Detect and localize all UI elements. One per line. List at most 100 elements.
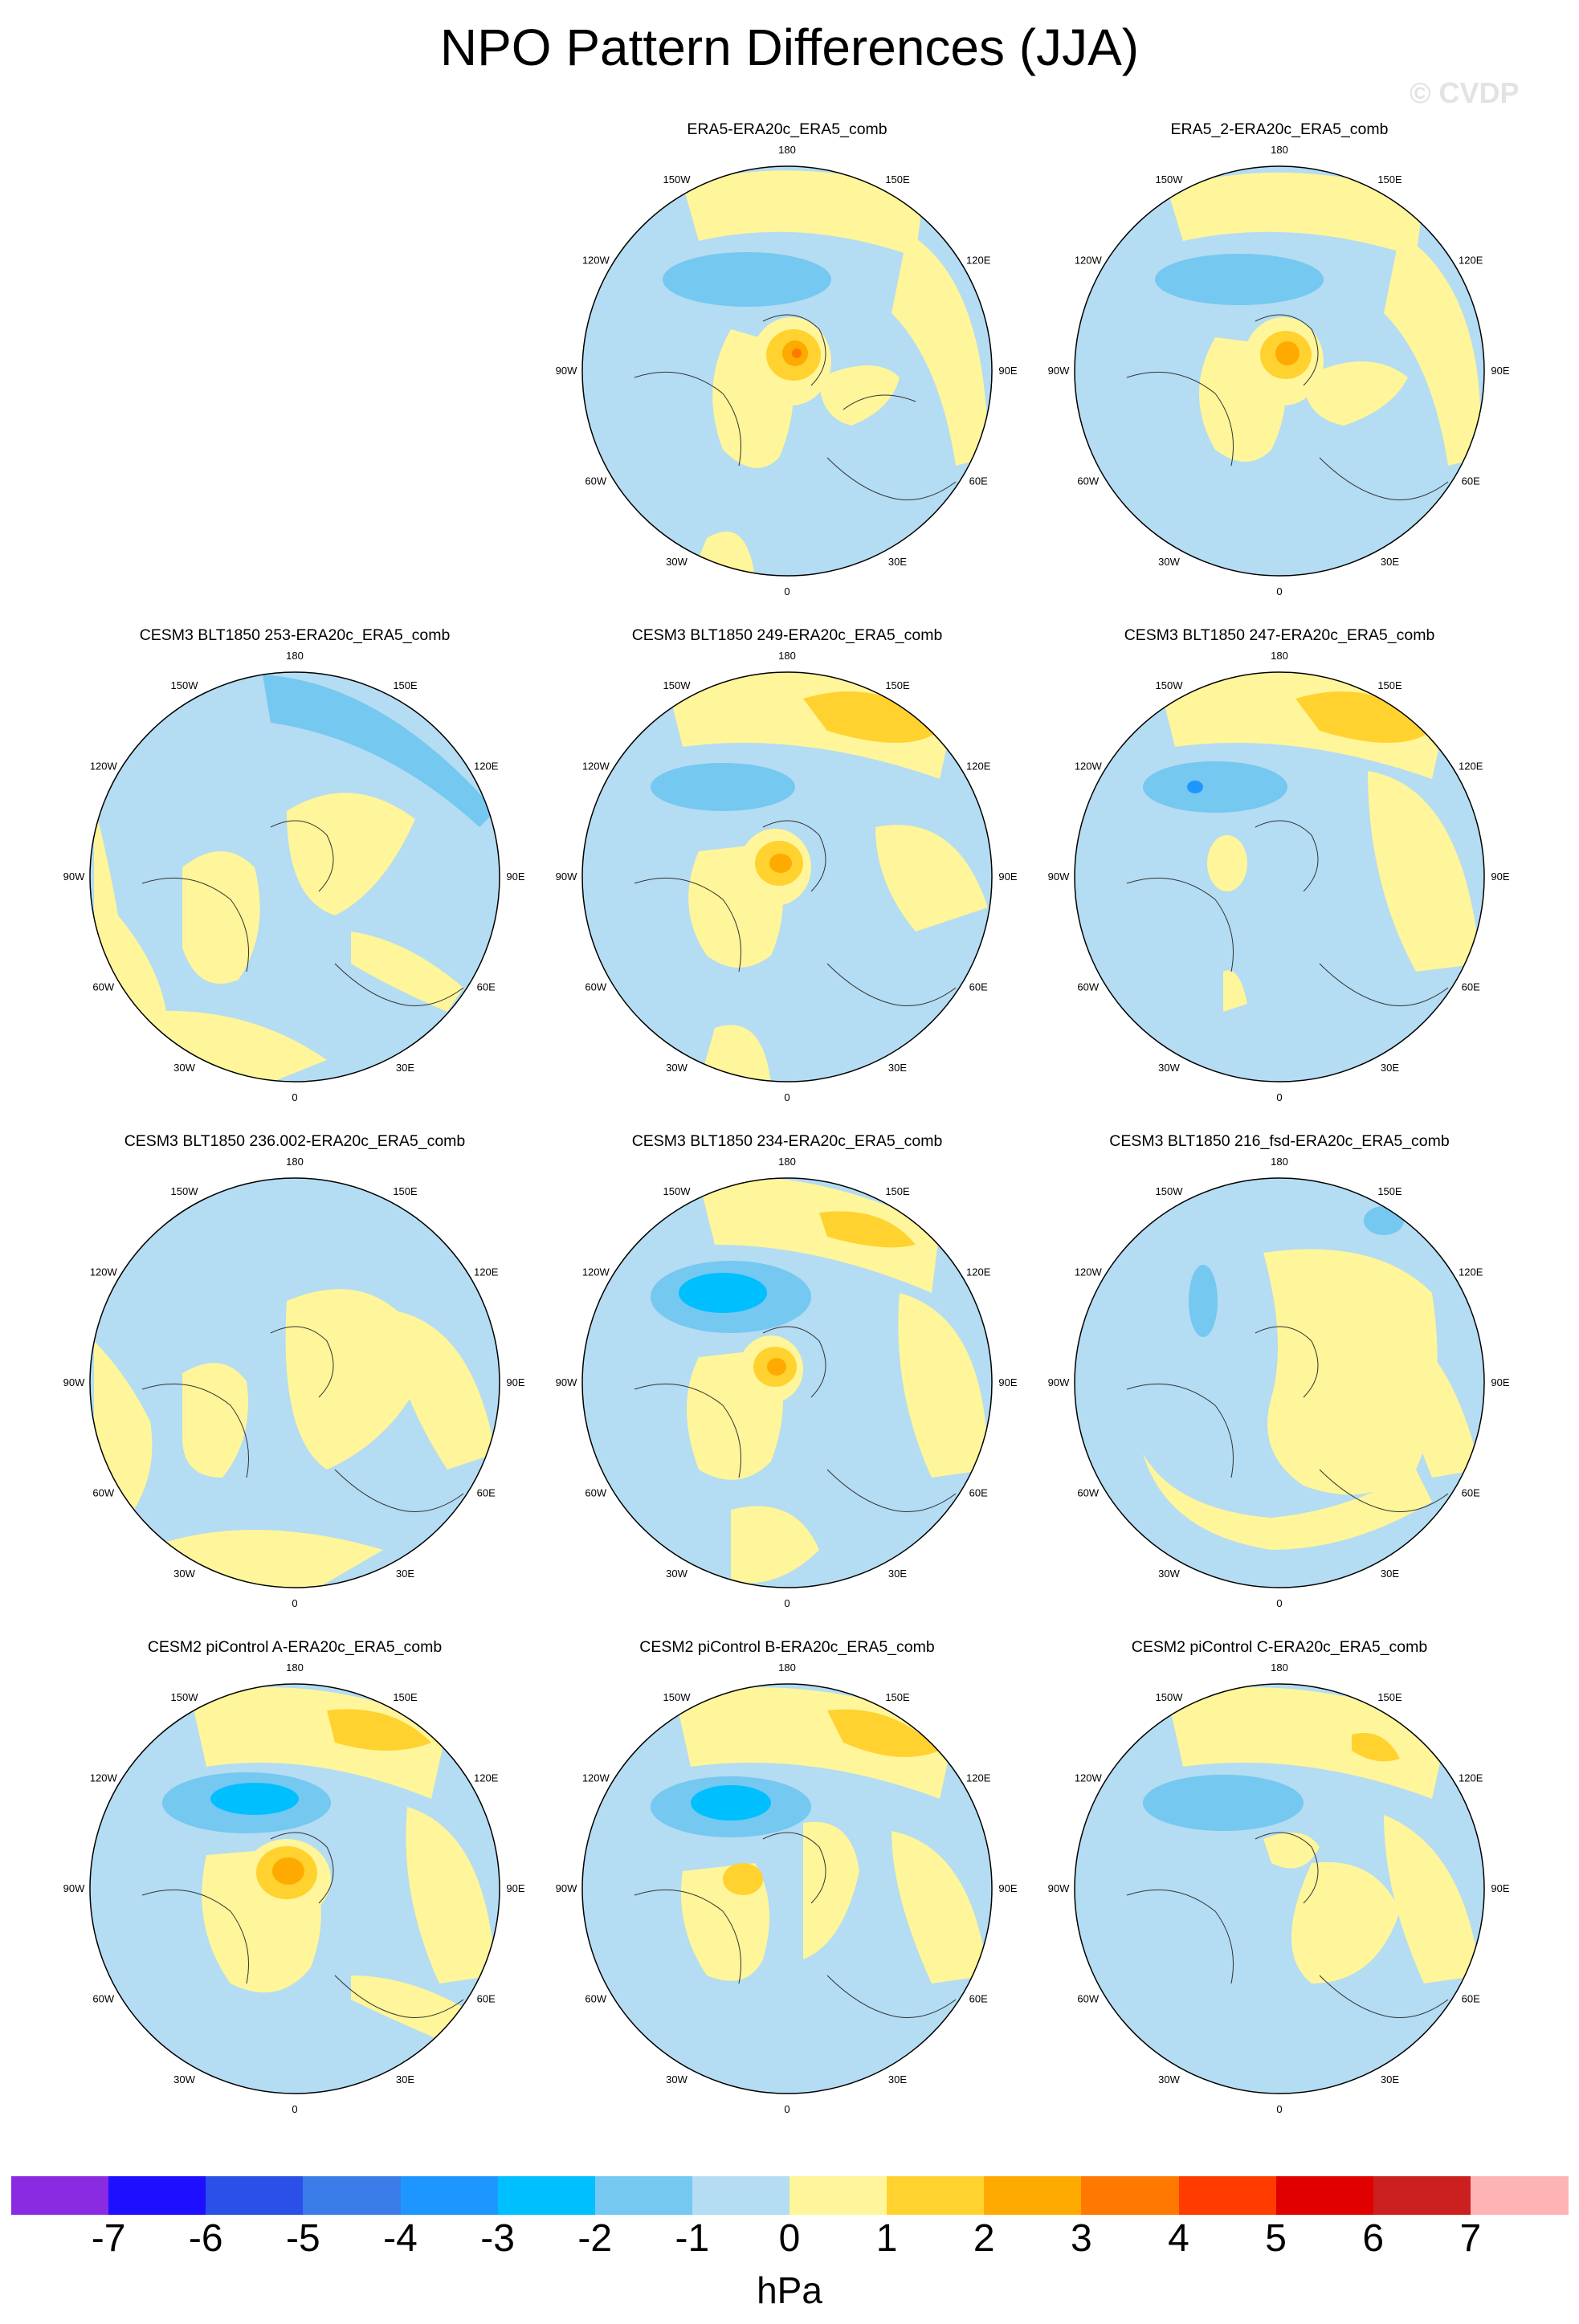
longitude-label: 150E <box>1377 679 1402 691</box>
map-panel-cesm3-253: CESM3 BLT1850 253-ERA20c_ERA5_comb 180 15… <box>46 626 544 1124</box>
longitude-label: 150E <box>885 679 910 691</box>
panel-title: CESM3 BLT1850 234-ERA20c_ERA5_comb <box>631 1132 943 1150</box>
longitude-label: 0 <box>292 2103 297 2115</box>
polar-map: 180 150E 120E 90E 60E 30E 0 30W 60W 90W 120W 150W <box>63 1156 525 1609</box>
polar-map: 180 150E 120E 90E 60E 30E 0 30W 60W 90W 120W 150W <box>1048 650 1510 1103</box>
polar-map: 180 150E 120E 90E 60E 30E 0 30W 60W 90W 120W 150W <box>556 144 1018 597</box>
longitude-label: 120W <box>582 1266 610 1278</box>
longitude-label: 30W <box>666 556 687 568</box>
longitude-label: 30W <box>666 1062 687 1074</box>
longitude-label: 150E <box>885 1691 910 1703</box>
longitude-label: 0 <box>1276 585 1282 597</box>
colorbar-segment <box>1275 2176 1374 2215</box>
longitude-label: 60E <box>969 1487 988 1499</box>
longitude-label: 90E <box>506 870 524 883</box>
longitude-label: 30E <box>396 2073 414 2085</box>
longitude-label: 120E <box>474 760 499 773</box>
longitude-label: 60W <box>1077 475 1099 487</box>
cvdp-watermark: © CVDP <box>1410 76 1520 109</box>
longitude-label: 60W <box>92 981 114 993</box>
colorbar-tick-label: -2 <box>577 2217 613 2260</box>
longitude-label: 120W <box>582 255 610 267</box>
colorbar-tick-label: -1 <box>675 2217 710 2260</box>
longitude-label: 150W <box>171 1185 199 1197</box>
colorbar-segment <box>400 2176 499 2215</box>
longitude-label: 120W <box>90 760 118 773</box>
longitude-label: 30W <box>1158 1568 1180 1580</box>
longitude-label: 180 <box>1271 1156 1288 1168</box>
longitude-label: 120E <box>1459 1772 1483 1784</box>
longitude-label: 150W <box>663 1185 692 1197</box>
longitude-label: 30E <box>1381 556 1399 568</box>
longitude-label: 120E <box>966 1266 991 1278</box>
longitude-label: 180 <box>778 1156 796 1168</box>
colorbar-tick-label: -7 <box>91 2217 126 2260</box>
map-panel-cesm3-236-002: CESM3 BLT1850 236.002-ERA20c_ERA5_comb 1… <box>46 1132 544 1630</box>
longitude-label: 150W <box>663 1691 692 1703</box>
colorbar-tick-label: 6 <box>1362 2217 1385 2260</box>
longitude-label: 150W <box>663 173 692 186</box>
map-panel-cesm2-c: CESM2 piControl C-ERA20c_ERA5_comb 180 15… <box>1030 1638 1528 2136</box>
map-panel-cesm3-216-fsd: CESM3 BLT1850 216_fsd-ERA20c_ERA5_comb 1… <box>1030 1132 1528 1630</box>
colorbar-segment <box>11 2176 109 2215</box>
longitude-label: 180 <box>286 650 304 662</box>
longitude-label: 150W <box>1156 173 1184 186</box>
longitude-label: 60E <box>969 475 988 487</box>
colorbar-segment <box>692 2176 790 2215</box>
longitude-label: 90E <box>1491 365 1509 377</box>
longitude-label: 150W <box>1156 1691 1184 1703</box>
longitude-label: 90W <box>63 1882 85 1894</box>
colorbar-tick-label: 3 <box>1071 2217 1092 2260</box>
colorbar-tick-label: 4 <box>1168 2217 1189 2260</box>
longitude-label: 30W <box>1158 556 1180 568</box>
longitude-label: 150E <box>393 679 418 691</box>
longitude-label: 120E <box>966 760 991 773</box>
longitude-label: 30E <box>888 556 907 568</box>
longitude-label: 90W <box>63 1376 85 1388</box>
longitude-label: 180 <box>286 1156 304 1168</box>
longitude-label: 0 <box>784 2103 790 2115</box>
polar-map: 180 150E 120E 90E 60E 30E 0 30W 60W 90W 120W 150W <box>1048 144 1510 597</box>
longitude-label: 150E <box>393 1691 418 1703</box>
colorbar-units: hPa <box>757 2269 822 2311</box>
longitude-label: 90E <box>1491 870 1509 883</box>
longitude-label: 180 <box>778 144 796 156</box>
longitude-label: 180 <box>286 1661 304 1674</box>
polar-map: 180 150E 120E 90E 60E 30E 0 30W 60W 90W 120W 150W <box>1048 1661 1510 2115</box>
longitude-label: 90E <box>998 1376 1017 1388</box>
figure-title: NPO Pattern Differences (JJA) <box>439 18 1140 76</box>
longitude-label: 30E <box>1381 2073 1399 2085</box>
longitude-label: 60E <box>477 981 496 993</box>
longitude-label: 150W <box>1156 679 1184 691</box>
longitude-label: 60E <box>969 981 988 993</box>
longitude-label: 90W <box>1048 1882 1070 1894</box>
polar-map: 180 150E 120E 90E 60E 30E 0 30W 60W 90W 120W 150W <box>63 1661 525 2115</box>
longitude-label: 60E <box>969 1993 988 2005</box>
longitude-label: 180 <box>1271 650 1288 662</box>
longitude-label: 30E <box>888 1062 907 1074</box>
map-panel-era5: ERA5-ERA20c_ERA5_comb 180 150E 120E 90E 60E 3… <box>538 120 1036 618</box>
longitude-label: 120W <box>1075 1772 1103 1784</box>
longitude-label: 30W <box>666 2073 687 2085</box>
colorbar-tick-label: -5 <box>286 2217 320 2260</box>
colorbar-segment <box>1470 2176 1569 2215</box>
longitude-label: 30E <box>396 1062 414 1074</box>
longitude-label: 150E <box>885 173 910 186</box>
longitude-label: 30E <box>888 2073 907 2085</box>
longitude-label: 30W <box>1158 1062 1180 1074</box>
panel-title: CESM3 BLT1850 249-ERA20c_ERA5_comb <box>631 626 943 644</box>
longitude-label: 60W <box>1077 1487 1099 1499</box>
longitude-label: 60E <box>1462 1993 1480 2005</box>
longitude-label: 90E <box>1491 1376 1509 1388</box>
colorbar-tick-label: 5 <box>1265 2217 1287 2260</box>
map-panel-cesm3-247: CESM3 BLT1850 247-ERA20c_ERA5_comb 180 15… <box>1030 626 1528 1124</box>
longitude-label: 150W <box>663 679 692 691</box>
longitude-label: 30E <box>1381 1568 1399 1580</box>
colorbar <box>11 2176 1569 2215</box>
colorbar-tick-label: 2 <box>973 2217 995 2260</box>
longitude-label: 90W <box>63 870 85 883</box>
longitude-label: 150W <box>1156 1185 1184 1197</box>
map-panel-era5-2: ERA5_2-ERA20c_ERA5_comb 180 150E 120E 90E 60… <box>1030 120 1528 618</box>
map-panel-cesm2-a: CESM2 piControl A-ERA20c_ERA5_comb 180 15… <box>46 1638 544 2136</box>
polar-map: 180 150E 120E 90E 60E 30E 0 30W 60W 90W 120W 150W <box>556 1156 1018 1609</box>
